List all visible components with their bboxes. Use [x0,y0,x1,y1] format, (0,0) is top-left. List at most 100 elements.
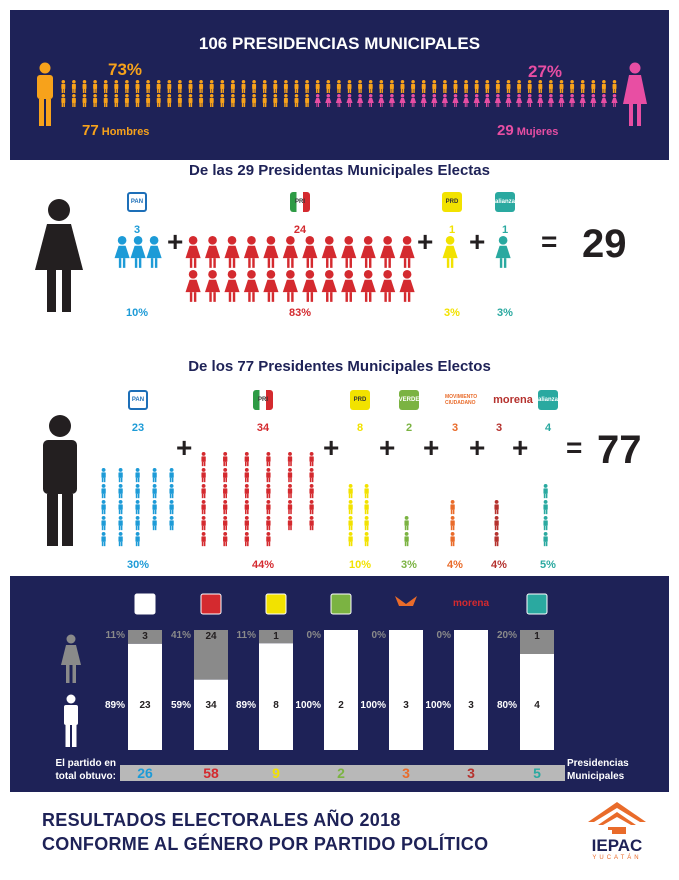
woman-figure [341,270,357,302]
iepac-brand-sub: YUCATÁN [592,855,642,861]
woman-figure [282,270,298,302]
man-figure [450,532,455,547]
man-figure [364,532,369,547]
party-logo-alianza: alianza [495,192,515,212]
woman-figure [114,236,130,268]
woman-figure [204,270,221,302]
men-party-count: 4 [544,422,552,434]
women-party-figures [114,236,162,268]
woman-figure [185,270,201,302]
man-figure [201,500,206,515]
women-party-count: 3 [133,224,141,236]
man-figure [124,94,129,107]
bar-men-segment [454,630,488,750]
man-figure [241,94,246,107]
man-figure [93,94,98,107]
men-party-count: 34 [256,422,270,434]
woman-figure [360,236,376,268]
man-figure [118,516,123,531]
man-figure [152,516,157,531]
woman-figure [410,94,417,107]
party-total: 3 [467,765,475,781]
woman-figure [505,94,512,107]
man-figure [101,532,106,547]
men-party-pct: 10% [348,559,372,571]
man-figure [82,94,87,107]
man-figure [348,516,353,531]
woman-figure [611,94,618,107]
men-party-count: 8 [356,422,364,434]
man-figure [287,468,293,483]
man-figure [244,452,249,467]
man-figure [495,80,500,93]
man-figure [494,500,499,515]
man-figure [294,80,299,93]
party-total: 2 [337,765,345,781]
bar-men-segment [128,643,162,750]
bar-men-segment [194,679,228,750]
man-figure [244,500,249,515]
woman-figure [399,236,415,268]
bar-party-logo-morena: morena [453,598,490,609]
man-figure [118,500,123,515]
man-figure [580,80,585,93]
footer-title-line1: RESULTADOS ELECTORALES AÑO 2018 [42,810,401,830]
woman-figure [420,94,427,107]
man-figure [156,80,161,93]
page-title: 106 PRESIDENCIAS MUNICIPALES [198,34,481,53]
footer-title-line2: CONFORME AL GÉNERO POR PARTIDO POLÍTICO [42,834,489,854]
man-figure [230,80,235,93]
men-section-title: De los 77 Presidentes Municipales Electo… [188,358,491,375]
bar-women-pct: 11% [106,630,126,641]
men-party-pct: 5% [540,559,556,571]
iepac-brand: IEPAC [591,836,643,855]
woman-figure [282,236,298,268]
man-figure [601,80,606,93]
man-figure [400,80,405,93]
man-figure [152,468,157,483]
bar-men-pct: 89% [236,700,256,711]
men-party-count: 23 [131,422,145,434]
woman-figure [590,94,597,107]
man-figure [146,80,151,93]
woman-figure [380,236,396,268]
man-figure [82,80,87,93]
man-figure [101,500,106,515]
man-figure [538,80,543,93]
man-figure [169,500,174,515]
man-figure [485,80,490,93]
woman-figure [314,94,321,107]
man-figure [266,500,271,515]
woman-figure [367,94,374,107]
party-total: 26 [137,765,153,781]
man-figure [287,452,293,467]
bar-men-pct: 59% [171,700,191,711]
man-figure [201,484,206,499]
man-figure [223,516,228,531]
bar-women-segment [259,630,293,644]
women-party-count: 1 [501,224,509,236]
women-party-pct: 83% [288,307,312,319]
man-figure [347,80,352,93]
man-figure [152,484,157,499]
man-figure [336,80,341,93]
woman-figure [146,236,162,268]
party-logo-pan: PAN [128,390,148,410]
woman-figure [569,94,576,107]
bar-men-value: 34 [205,700,217,711]
man-figure [612,80,617,93]
man-figure [241,80,246,93]
man-figure [364,500,369,515]
man-figure [442,80,447,93]
man-figure [506,80,511,93]
woman-figure [341,236,357,268]
man-figure [262,94,267,107]
bar-men-value: 23 [139,700,151,711]
man-figure [177,94,182,107]
bar-women-value: 24 [205,631,217,642]
plus-sign: + [512,432,529,463]
presidencias-label: Presidencias Municipales [567,757,629,783]
bar-women-value: 1 [534,631,540,642]
woman-silhouette [35,199,83,312]
man-figure [209,80,214,93]
